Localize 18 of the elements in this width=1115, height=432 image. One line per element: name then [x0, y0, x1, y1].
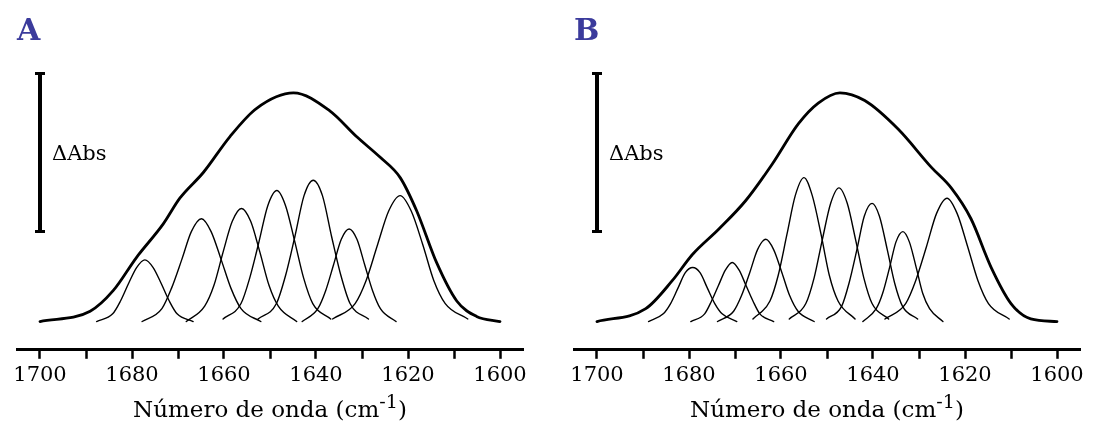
- x-tick-label: 1700: [570, 361, 624, 386]
- x-tick-label: 1600: [473, 361, 527, 386]
- x-tick-label: 1660: [754, 361, 808, 386]
- x-tick-label: 1620: [381, 361, 435, 386]
- chart-title: A: [16, 11, 41, 47]
- annotation: ΔAbs: [52, 141, 107, 165]
- x-tick-label: 1680: [105, 361, 159, 386]
- annotation: ΔAbs: [609, 141, 664, 165]
- x-tick-label: 1660: [197, 361, 251, 386]
- x-tick-label: 1680: [662, 361, 716, 386]
- x-tick-label: 1700: [13, 361, 67, 386]
- x-tick-label: 1600: [1030, 361, 1084, 386]
- x-axis-title: Número de onda (cm$^{-1}$): [689, 390, 965, 422]
- x-tick-label: 1620: [938, 361, 992, 386]
- x-tick-label: 1640: [289, 361, 343, 386]
- chart-title: B: [574, 11, 600, 47]
- x-tick-label: 1640: [846, 361, 900, 386]
- x-axis-title: Número de onda (cm$^{-1}$): [132, 390, 408, 422]
